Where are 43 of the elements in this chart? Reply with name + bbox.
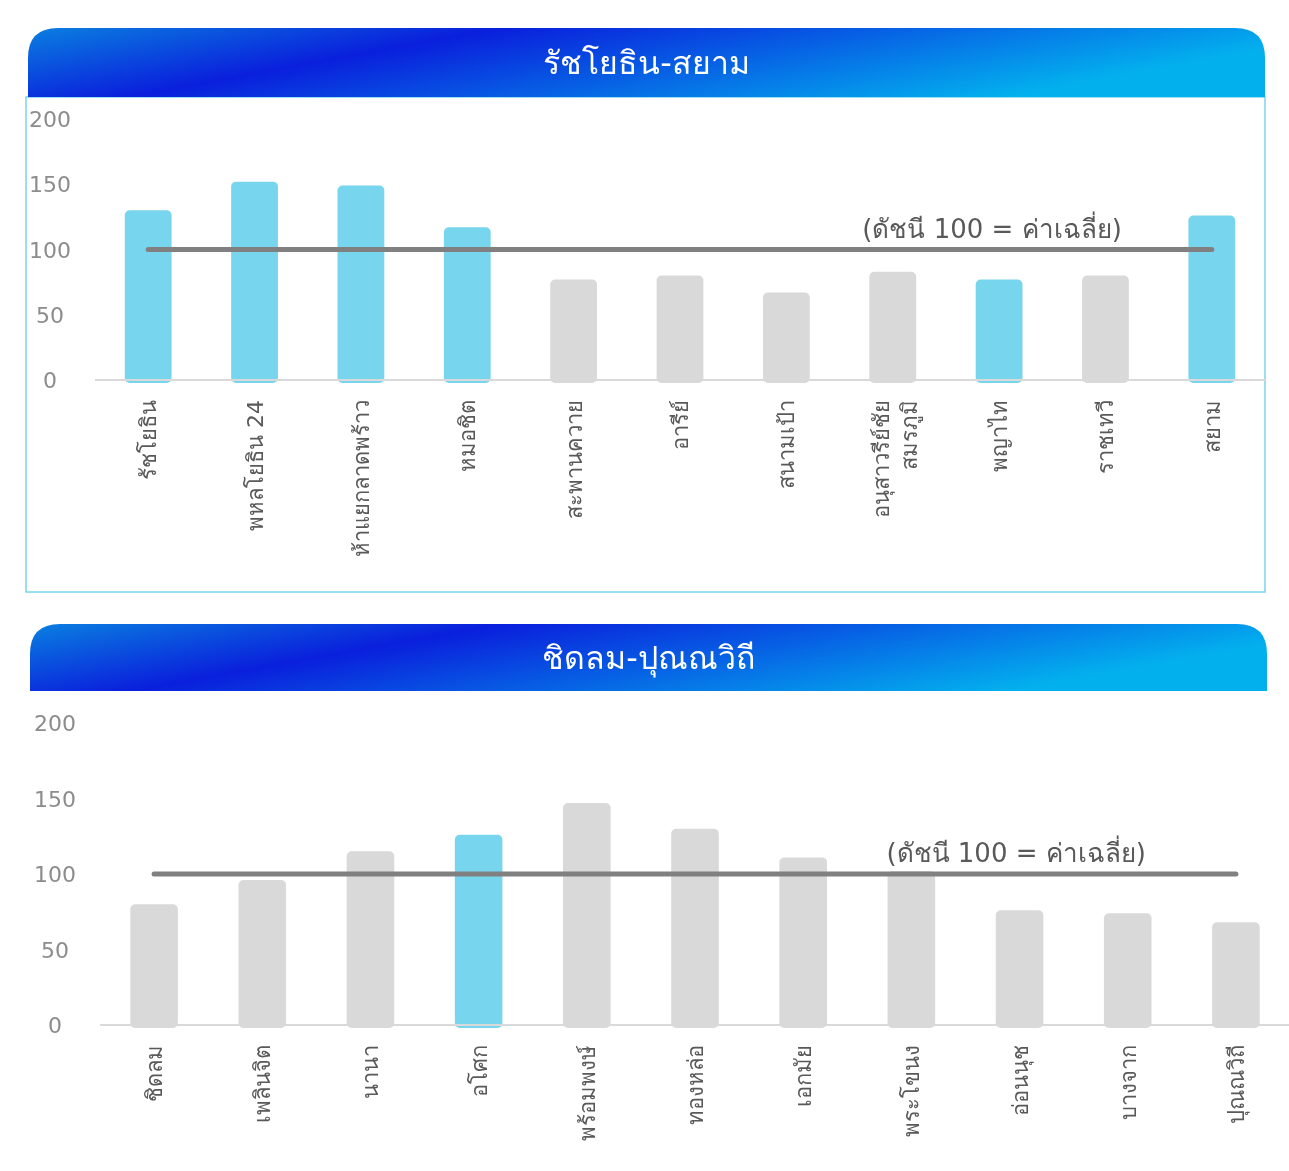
x-tick-label: อารีย์ [668,400,693,450]
x-tick-label: สะพานควาย [561,400,587,519]
ref-line-label: (ดัชนี 100 = ค่าเฉลี่ย) [886,835,1146,868]
bar [975,279,1023,383]
y-tick-label: 50 [36,302,64,328]
y-tick-label: 150 [29,172,71,198]
chart-title: รัชโยธิน-สยาม [543,43,750,82]
x-tick-label: ราชเทวี [1093,400,1119,474]
x-tick-label: อโศก [466,1045,492,1097]
bar [1188,215,1236,383]
bar [337,185,385,383]
x-tick-label: บางจาก [1115,1045,1141,1120]
chart-title: ชิดลม-ปุณณวิถี [542,638,755,678]
x-tick-label: ปุณณวิถี [1223,1045,1250,1124]
x-tick-label: อ่อนนุช [1007,1045,1034,1116]
bar [124,210,172,383]
y-tick-label: 200 [34,711,76,736]
y-tick-label: 100 [34,862,76,887]
x-tick-label: ชิดลม [142,1045,168,1102]
x-tick-label: ทองหล่อ [683,1045,708,1125]
y-tick-label: 0 [48,1013,62,1038]
y-tick-label: 100 [29,237,71,263]
y-tick-label: 0 [43,368,57,393]
ref-line-label: (ดัชนี 100 = ค่าเฉลี่ย) [862,210,1122,244]
x-tick-label: ห้าแยกลาดพร้าว [348,400,374,557]
x-tick-label: อนุสาวรีย์ชัย สมรภูมิ [868,400,923,518]
bar [231,181,278,383]
x-tick-label: พร้อมพงษ์ [574,1045,600,1141]
y-tick-label: 150 [34,786,76,812]
x-tick-label: นานา [358,1045,384,1099]
x-tick-label: พระโขนง [899,1045,925,1137]
x-tick-label: เพลินจิต [250,1045,276,1123]
y-tick-label: 200 [29,107,71,132]
x-tick-label: หมอชิต [455,400,481,472]
x-tick-label: เอกมัย [791,1045,817,1107]
bar [454,834,503,1028]
y-tick-label: 50 [41,937,69,963]
x-tick-label: สยาม [1199,400,1225,453]
x-tick-label: พหลโยธิน 24 [242,400,268,531]
bar [443,227,491,383]
x-tick-label: สนามเป้า [774,400,800,489]
x-tick-label: พญาไท [987,400,1013,472]
x-tick-label: รัชโยธิน [136,400,162,480]
